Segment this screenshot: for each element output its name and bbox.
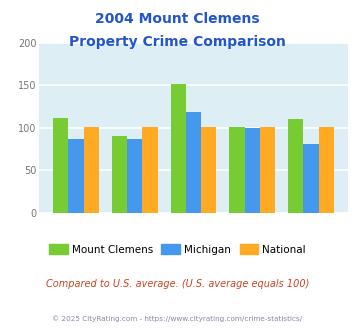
Bar <box>186 112 201 213</box>
Text: Property Crime Comparison: Property Crime Comparison <box>69 35 286 49</box>
Bar <box>69 139 84 213</box>
Bar <box>229 127 245 213</box>
Bar <box>53 118 69 213</box>
Bar <box>303 144 318 213</box>
Legend: Mount Clemens, Michigan, National: Mount Clemens, Michigan, National <box>45 240 310 259</box>
Bar <box>245 128 260 213</box>
Bar <box>201 127 217 213</box>
Bar <box>318 127 334 213</box>
Bar <box>260 127 275 213</box>
Text: 2004 Mount Clemens: 2004 Mount Clemens <box>95 12 260 25</box>
Bar <box>142 127 158 213</box>
Text: Compared to U.S. average. (U.S. average equals 100): Compared to U.S. average. (U.S. average … <box>46 279 309 289</box>
Bar <box>112 136 127 213</box>
Bar <box>127 139 142 213</box>
Bar <box>170 84 186 213</box>
Bar <box>288 118 303 213</box>
Text: © 2025 CityRating.com - https://www.cityrating.com/crime-statistics/: © 2025 CityRating.com - https://www.city… <box>53 315 302 322</box>
Bar <box>84 127 99 213</box>
